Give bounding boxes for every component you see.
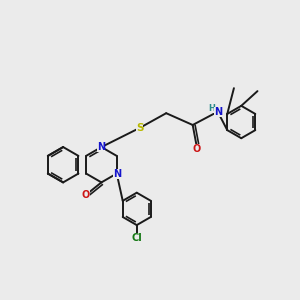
Text: S: S xyxy=(136,123,143,133)
Text: Cl: Cl xyxy=(131,233,142,243)
Text: N: N xyxy=(214,107,222,117)
Text: N: N xyxy=(113,169,121,178)
Text: O: O xyxy=(82,190,90,200)
Text: H: H xyxy=(208,104,215,113)
Text: O: O xyxy=(193,143,201,154)
Text: N: N xyxy=(98,142,106,152)
